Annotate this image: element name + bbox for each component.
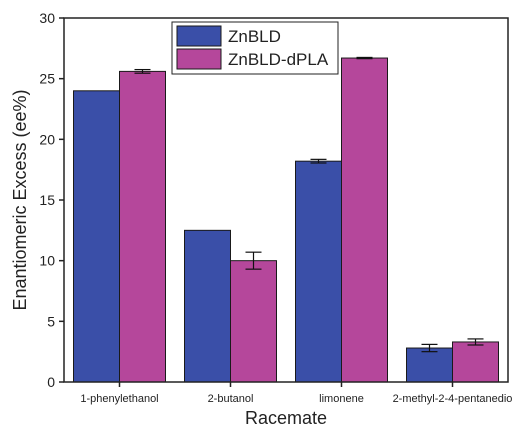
x-axis-ticks: 1-phenylethanol 2-butanol limonene 2-methyl… xyxy=(80,382,512,405)
bar-znbld-dpla xyxy=(341,57,388,383)
bar-znbld-dpla xyxy=(452,341,499,383)
y-tick-label: 10 xyxy=(39,253,55,269)
legend-swatch xyxy=(176,48,222,70)
legend: ZnBLD ZnBLD-dPLA xyxy=(171,21,339,75)
y-tick-label: 25 xyxy=(39,71,55,87)
legend-label: ZnBLD xyxy=(228,27,281,46)
error-bars-layer xyxy=(134,56,484,353)
y-axis-title: Enantiomeric Excess (ee%) xyxy=(10,89,30,310)
x-tick-label: limonene xyxy=(319,393,364,405)
x-tick-label: 2-methyl-2-4-pentanedio xyxy=(393,393,513,405)
x-tick-label: 2-butanol xyxy=(208,393,254,405)
legend-swatch xyxy=(176,25,222,47)
bar-znbld xyxy=(295,160,342,383)
y-tick-label: 30 xyxy=(39,10,55,26)
x-axis-title: Racemate xyxy=(245,408,327,428)
bar-znbld-dpla xyxy=(119,70,166,383)
y-tick-label: 0 xyxy=(47,374,55,390)
y-axis-ticks: 0 5 10 15 20 25 30 xyxy=(39,10,64,390)
bar-znbld xyxy=(73,90,120,383)
legend-label: ZnBLD-dPLA xyxy=(228,50,329,69)
y-tick-label: 20 xyxy=(39,131,55,147)
y-tick-label: 15 xyxy=(39,192,55,208)
x-tick-label: 1-phenylethanol xyxy=(80,393,158,405)
bar-znbld-dpla xyxy=(230,260,277,383)
bar-znbld xyxy=(184,229,231,383)
bar-znbld xyxy=(406,347,453,383)
bars-layer xyxy=(73,57,499,383)
y-tick-label: 5 xyxy=(47,313,55,329)
